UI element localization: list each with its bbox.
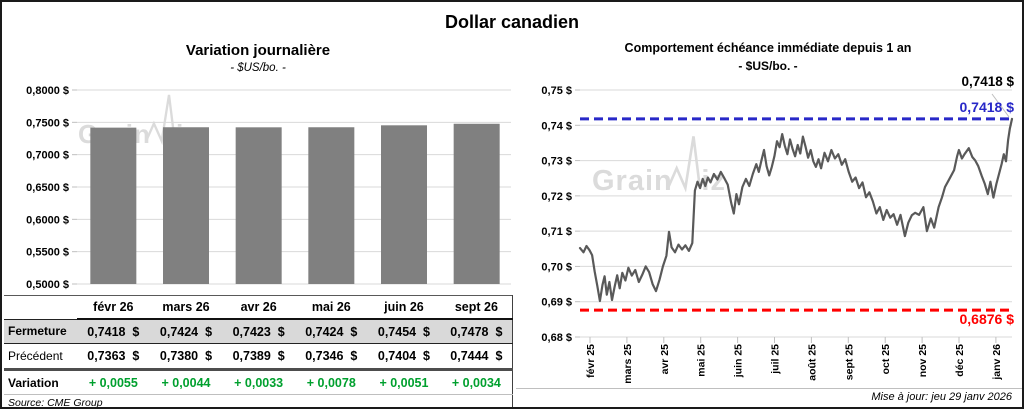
cell-prev: 0,7346 $ (294, 343, 368, 371)
y-tick-label: 0,74 $ (541, 120, 572, 132)
cell-prev: 0,7363 $ (77, 343, 150, 371)
month-header: mai 26 (294, 295, 368, 320)
y-tick-label: 0,5500 $ (26, 247, 69, 259)
bar-chart-subtitle: - $US/bo. - (230, 62, 286, 74)
bar-sept-26 (453, 123, 500, 284)
source-text: Source: CME Group (8, 397, 103, 409)
x-tick-label: oct 25 (880, 344, 892, 375)
bar-chart-title: Variation journalière (185, 42, 331, 59)
y-tick-label: 0,7000 $ (26, 150, 69, 162)
table-source-row: Source: CME Group (4, 395, 513, 409)
cell-close: 0,7418 $ (77, 319, 150, 344)
right-panel-divider (516, 388, 1022, 389)
cell-close: 0,7478 $ (440, 319, 513, 344)
cell-close: 0,7423 $ (222, 319, 295, 344)
x-tick-label: juil 25 (770, 344, 782, 375)
x-tick-label: sept 25 (843, 344, 855, 380)
cell-var: + 0,0033 (222, 369, 295, 395)
x-tick-label: avr 25 (659, 344, 671, 375)
x-tick-label: juin 25 (733, 344, 745, 378)
x-tick-label: mars 25 (622, 344, 634, 384)
month-header: juin 26 (367, 295, 441, 320)
cell-var: + 0,0044 (149, 369, 223, 395)
x-tick-label: mai 25 (696, 344, 708, 377)
bar-juin-26 (381, 125, 427, 284)
x-tick-label: févr 25 (585, 344, 597, 378)
x-tick-label: nov 25 (917, 344, 929, 377)
cell-var: + 0,0051 (367, 369, 441, 395)
y-tick-label: 0,75 $ (541, 85, 572, 97)
last-value-label: 0,7418 $ (961, 74, 1014, 89)
table-row-prev: Précédent 0,7363 $0,7380 $0,7389 $0,7346 … (4, 343, 513, 371)
x-tick-label: déc 25 (954, 344, 966, 377)
cell-var: + 0,0078 (294, 369, 368, 395)
line-chart-title: Comportement échéance immédiate depuis 1… (624, 41, 912, 55)
bar-mai-26 (308, 127, 355, 284)
cell-prev: 0,7389 $ (222, 343, 295, 371)
x-tick-label: août 25 (806, 344, 818, 381)
y-tick-label: 0,73 $ (541, 156, 572, 168)
high-ref-value-label: 0,7418 $ (959, 99, 1015, 115)
table-row-close: Fermeture 0,7418 $0,7424 $0,7423 $0,7424 … (4, 319, 513, 344)
cell-close: 0,7424 $ (294, 319, 368, 344)
table-corner-cell (4, 296, 77, 320)
end-label-leader (991, 93, 1010, 118)
y-tick-label: 0,7500 $ (26, 117, 69, 129)
y-tick-label: 0,70 $ (541, 261, 572, 273)
y-tick-label: 0,72 $ (541, 191, 572, 203)
y-tick-label: 0,68 $ (541, 332, 572, 344)
cell-var: + 0,0034 (440, 369, 513, 395)
bar-mars-26 (163, 127, 209, 284)
one-year-line-chart: 0,75 $ 0,74 $ 0,73 $ 0,72 $ 0,71 $ 0,70 $ 0,69… (541, 85, 1014, 384)
bar-avr-26 (235, 127, 282, 284)
cell-prev: 0,7380 $ (149, 343, 223, 371)
table-header-row: févr 26 mars 26 avr 26 mai 26 juin 26 sept 26 (4, 295, 513, 320)
svg-text:Grain: Grain (592, 165, 673, 197)
cell-prev: 0,7444 $ (440, 343, 513, 371)
y-tick-label: 0,6000 $ (26, 214, 69, 226)
y-tick-label: 0,8000 $ (26, 85, 69, 97)
x-tick-label: janv 26 (991, 344, 1003, 381)
month-header: mars 26 (149, 295, 223, 320)
cell-close: 0,7454 $ (367, 319, 441, 344)
cell-var: + 0,0055 (77, 369, 150, 395)
month-header: sept 26 (440, 295, 513, 320)
updated-timestamp: Mise à jour: jeu 29 janv 2026 (871, 391, 1012, 403)
y-tick-label: 0,71 $ (541, 226, 572, 238)
row-label: Précédent (4, 343, 77, 371)
bar-févr-26 (90, 127, 137, 284)
daily-variation-bar-chart: 0,8000 $ 0,7500 $ 0,7000 $ 0,6500 $ 0,6000 $… (26, 85, 511, 291)
month-header: avr 26 (222, 295, 295, 320)
line-chart-subtitle: - $US/bo. - (738, 59, 798, 73)
table-row-var: Variation + 0,0055 + 0,0044 + 0,0033 + 0,007… (4, 369, 513, 395)
price-series-line (578, 117, 1014, 303)
cell-prev: 0,7404 $ (367, 343, 441, 371)
quotes-table: févr 26 mars 26 avr 26 mai 26 juin 26 sept 26… (4, 295, 514, 409)
row-label: Fermeture (4, 319, 77, 344)
y-tick-label: 0,69 $ (541, 297, 572, 309)
low-ref-value-label: 0,6876 $ (959, 311, 1015, 327)
row-label: Variation (4, 369, 77, 395)
month-header: févr 26 (77, 295, 150, 320)
y-tick-label: 0,5000 $ (26, 279, 69, 291)
cell-close: 0,7424 $ (149, 319, 223, 344)
page-title: Dollar canadien (444, 12, 580, 32)
svg-text:iz: iz (701, 165, 726, 197)
y-tick-label: 0,6500 $ (26, 182, 69, 194)
